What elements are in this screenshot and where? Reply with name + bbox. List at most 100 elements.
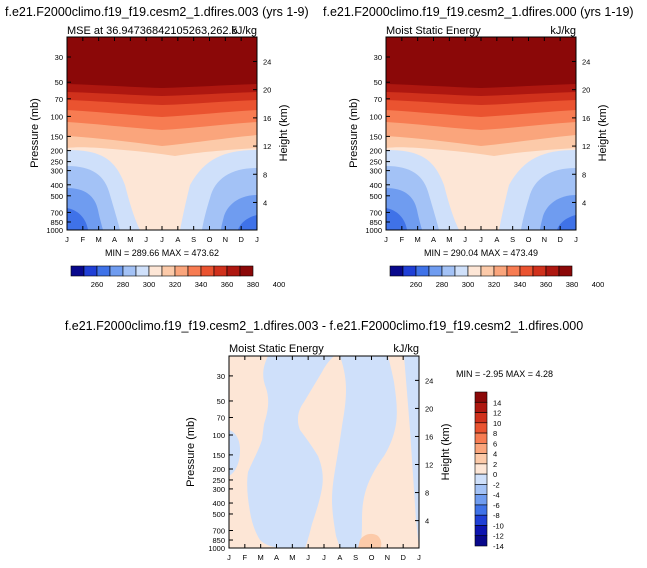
x-tick-label: N xyxy=(385,553,390,562)
y-right-tick-label: 24 xyxy=(425,376,433,385)
colorbar-swatch xyxy=(200,265,215,277)
x-tick-label: J xyxy=(574,235,578,244)
colorbar-label: -8 xyxy=(493,511,500,520)
colorbar-swatch xyxy=(109,265,124,277)
colorbar-swatch xyxy=(428,265,443,277)
y-tick-label: 1000 xyxy=(365,226,382,235)
panel-3-title: f.e21.F2000climo.f19_f19.cesm2_1.dfires.… xyxy=(65,319,583,333)
colorbar-swatch xyxy=(226,265,241,277)
colorbar-label: 2 xyxy=(493,460,497,469)
colorbar-swatch xyxy=(122,265,137,277)
colorbar-swatch xyxy=(148,265,163,277)
panel-3-right-label: kJ/kg xyxy=(393,343,419,355)
colorbar-swatch xyxy=(474,401,488,413)
y-tick-label: 500 xyxy=(369,192,382,201)
colorbar-label: 280 xyxy=(436,280,449,289)
y-right-tick-label: 8 xyxy=(425,489,429,498)
colorbar-label: 280 xyxy=(117,280,130,289)
panel-1-ylabel-right: Height (km) xyxy=(278,105,290,162)
y-tick-label: 200 xyxy=(212,465,225,474)
x-tick-label: S xyxy=(353,553,358,562)
x-tick-label: M xyxy=(415,235,421,244)
colorbar-swatch xyxy=(474,473,488,485)
y-right-tick-label: 4 xyxy=(263,198,267,207)
colorbar-label: 400 xyxy=(273,280,286,289)
colorbar-swatch xyxy=(213,265,228,277)
x-tick-label: M xyxy=(96,235,102,244)
y-right-tick-label: 4 xyxy=(425,517,429,526)
colorbar-label: 400 xyxy=(592,280,605,289)
colorbar-swatch xyxy=(467,265,482,277)
colorbar-swatch xyxy=(83,265,98,277)
panel-1-left-label: MSE at 36.94736842105263,262.5 xyxy=(67,25,238,37)
colorbar-label: -4 xyxy=(493,491,500,500)
colorbar-label: -14 xyxy=(493,542,504,551)
y-tick-label: 30 xyxy=(217,372,225,381)
x-tick-label: M xyxy=(127,235,133,244)
colorbar-swatch xyxy=(506,265,521,277)
colorbar-swatch xyxy=(161,265,176,277)
panel-1-min-max: MIN = 289.66 MAX = 473.62 xyxy=(105,248,219,258)
y-tick-label: 700 xyxy=(369,208,382,217)
y-tick-label: 250 xyxy=(50,158,63,167)
contour-pos-small xyxy=(358,533,382,548)
x-tick-label: J xyxy=(227,553,231,562)
y-tick-label: 30 xyxy=(55,53,63,62)
y-right-tick-label: 20 xyxy=(263,86,271,95)
x-tick-label: A xyxy=(494,235,499,244)
y-right-tick-label: 16 xyxy=(425,432,433,441)
colorbar-label: 12 xyxy=(493,409,501,418)
colorbar-swatch xyxy=(441,265,456,277)
colorbar-swatch xyxy=(70,265,85,277)
colorbar-swatch xyxy=(187,265,202,277)
panel-3-y-ticks-right: 24 20 16 12 8 4 xyxy=(415,376,433,526)
y-right-tick-label: 24 xyxy=(582,58,590,67)
y-tick-label: 300 xyxy=(369,167,382,176)
colorbar-label: 300 xyxy=(143,280,156,289)
colorbar-swatch xyxy=(389,265,404,277)
y-tick-label: 1000 xyxy=(46,226,63,235)
colorbar-label: 340 xyxy=(195,280,208,289)
y-right-tick-label: 12 xyxy=(582,142,590,151)
colorbar-swatch xyxy=(474,391,488,403)
colorbar-label: 6 xyxy=(493,439,497,448)
colorbar-swatch xyxy=(474,484,488,495)
x-tick-label: J xyxy=(144,235,148,244)
y-tick-label: 50 xyxy=(374,78,382,87)
y-right-tick-label: 8 xyxy=(582,170,586,179)
y-tick-label: 850 xyxy=(369,218,382,227)
colorbar-swatch xyxy=(239,265,254,277)
colorbar-swatch xyxy=(402,265,417,277)
colorbar-label: 380 xyxy=(247,280,260,289)
colorbar-label: 340 xyxy=(514,280,527,289)
contour-neg-right xyxy=(404,356,419,548)
y-tick-label: 1000 xyxy=(208,544,225,553)
y-right-tick-label: 12 xyxy=(425,461,433,470)
colorbar-swatch xyxy=(474,453,488,465)
colorbar-swatch xyxy=(474,422,488,434)
x-tick-label: M xyxy=(289,553,295,562)
colorbar-label: 260 xyxy=(91,280,104,289)
panel-2-min-max: MIN = 290.04 MAX = 473.49 xyxy=(424,248,538,258)
y-tick-label: 700 xyxy=(212,526,225,535)
panel-2-colorbar: 260 280 300 320 340 360 380 400 xyxy=(389,265,605,289)
panel-3-left-label: Moist Static Energy xyxy=(229,343,324,355)
panel-2-ylabel: Pressure (mb) xyxy=(348,98,360,168)
contour-red-4 xyxy=(67,37,257,88)
colorbar-swatch xyxy=(415,265,430,277)
panel-2-y-ticks-right: 24 20 16 12 8 4 xyxy=(572,58,590,207)
y-tick-label: 150 xyxy=(50,132,63,141)
panel-3-contours xyxy=(229,356,419,548)
x-tick-label: J xyxy=(255,235,259,244)
colorbar-swatch xyxy=(474,443,488,454)
colorbar-swatch xyxy=(174,265,189,277)
colorbar-swatch xyxy=(474,412,488,424)
y-tick-label: 100 xyxy=(50,112,63,121)
panel-2-plot: Moist Static Energy kJ/kg 30 50 70 100 150 20… xyxy=(348,25,609,289)
y-tick-label: 50 xyxy=(55,78,63,87)
